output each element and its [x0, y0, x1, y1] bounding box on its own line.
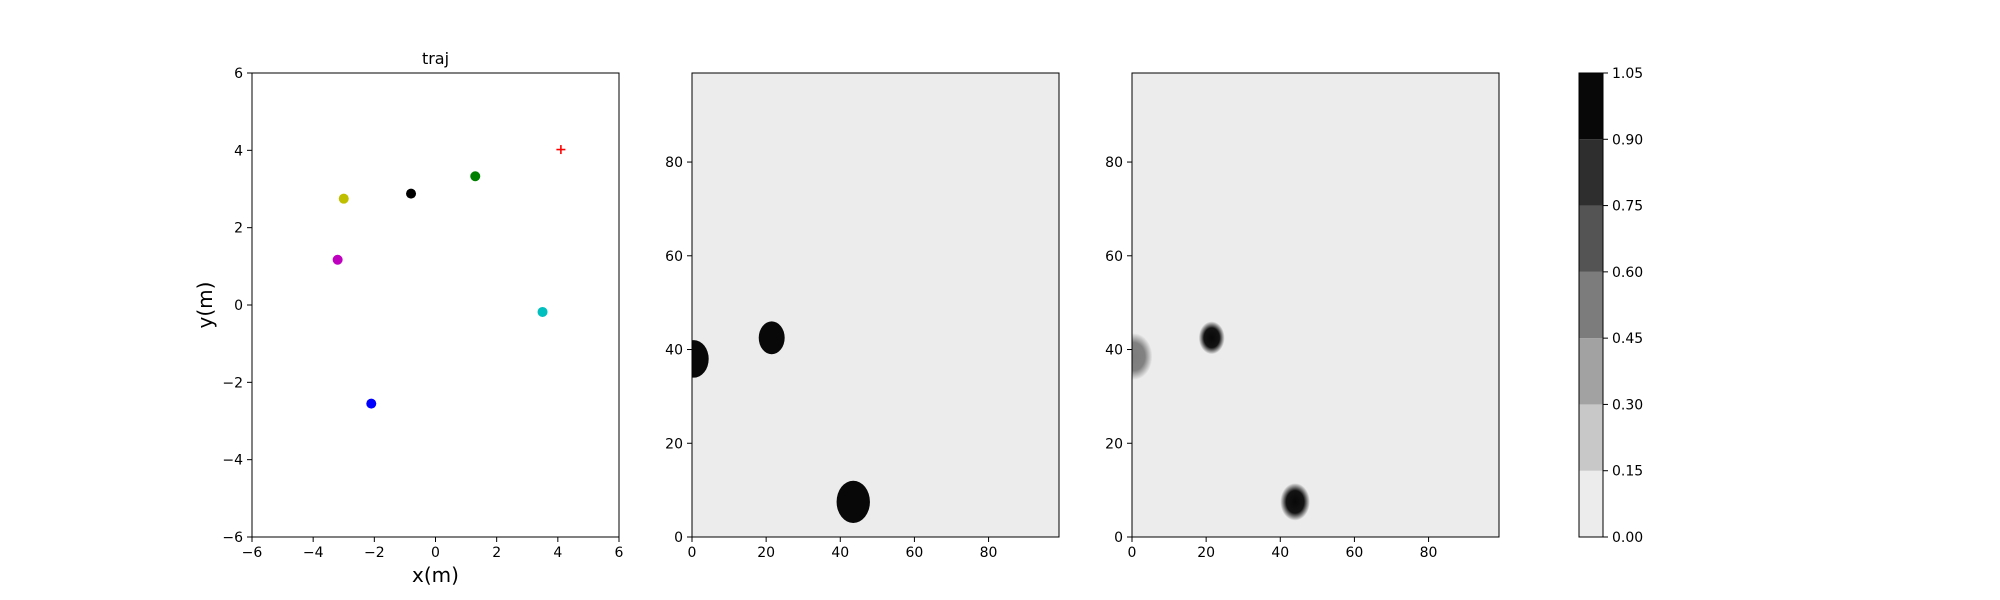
heatmap-panel-2: 0 20 40 60 80 0 20 40 60 80 [1105, 72, 1500, 561]
scatter-title: traj [422, 49, 449, 68]
colorbar-band [1579, 338, 1603, 405]
colorbar-band [1579, 470, 1603, 537]
heatmap-1-ytick-label: 0 [674, 530, 683, 546]
heatmap-1-xtick-label: 80 [980, 545, 998, 561]
scatter-xtick-label: 2 [492, 545, 501, 561]
colorbar-tick-label: 0.90 [1612, 132, 1643, 148]
colorbar-band [1579, 139, 1603, 206]
heatmap-1-xtick-label: 20 [757, 545, 775, 561]
scatter-xtick-label: 0 [431, 545, 440, 561]
heatmap-2-xtick-label: 60 [1346, 545, 1364, 561]
heatmap-2-xtick-label: 20 [1197, 545, 1215, 561]
colorbar-tick-label: 0.45 [1612, 331, 1643, 347]
heatmap-1-blobs [692, 321, 870, 523]
scatter-xtick-label: 6 [615, 545, 624, 561]
heatmap-2-ticks: 0 20 40 60 80 0 20 40 60 80 [1105, 155, 1437, 561]
scatter-point [537, 306, 548, 317]
heatmap-blob [1198, 321, 1225, 355]
scatter-ticks: −6 −4 −2 0 2 4 6 −6 −4 −2 0 2 4 6 [222, 66, 623, 561]
colorbar-tick-label: 0.15 [1612, 464, 1643, 480]
heatmap-2-blobs [1132, 321, 1310, 521]
scatter-points [332, 145, 566, 409]
heatmap-2-ytick-label: 0 [1114, 530, 1123, 546]
scatter-xlabel: x(m) [412, 563, 459, 587]
heatmap-2-ytick-label: 80 [1105, 155, 1123, 171]
heatmap-blob [692, 340, 709, 378]
scatter-ytick-label: 4 [234, 143, 243, 159]
heatmap-blob [1280, 483, 1310, 521]
scatter-ytick-label: 0 [234, 298, 243, 314]
scatter-xtick-label: −6 [242, 545, 263, 561]
scatter-point [332, 254, 343, 265]
colorbar-bands [1579, 73, 1603, 537]
colorbar-band [1579, 205, 1603, 272]
heatmap-1-ytick-label: 80 [665, 155, 683, 171]
heatmap-2-ytick-label: 60 [1105, 249, 1123, 265]
heatmap-1-background [692, 73, 1059, 537]
scatter-point [406, 188, 417, 199]
heatmap-2-frame [1131, 72, 1500, 538]
heatmap-1-frame [691, 72, 1060, 538]
scatter-xtick-label: 4 [553, 545, 562, 561]
heatmap-1-ytick-label: 40 [665, 343, 683, 359]
heatmap-2-ytick-label: 20 [1105, 436, 1123, 452]
colorbar-tick-label: 0.30 [1612, 397, 1643, 413]
heatmap-2-background [1132, 73, 1499, 537]
colorbar-tick-label: 0.00 [1612, 530, 1643, 546]
heatmap-blob [1132, 333, 1153, 380]
scatter-point-plus [556, 145, 566, 155]
heatmap-1-ytick-label: 20 [665, 436, 683, 452]
heatmap-2-xtick-label: 40 [1271, 545, 1289, 561]
scatter-frame [251, 72, 620, 538]
colorbar-ticks: 0.00 0.15 0.30 0.45 0.60 0.75 0.90 1.05 [1603, 66, 1643, 546]
heatmap-1-xtick-label: 60 [906, 545, 924, 561]
heatmap-1-ticks: 0 20 40 60 80 0 20 40 60 80 [665, 155, 997, 561]
colorbar-tick-label: 0.75 [1612, 199, 1643, 215]
heatmap-1-xtick-label: 0 [688, 545, 697, 561]
scatter-panel: traj −6 −4 −2 0 2 4 6 −6 −4 −2 0 2 4 6 x(m) y(m) [193, 49, 624, 587]
colorbar: 0.00 0.15 0.30 0.45 0.60 0.75 0.90 1.05 [1578, 66, 1643, 546]
colorbar-tick-label: 0.60 [1612, 265, 1643, 281]
scatter-ytick-label: 2 [234, 221, 243, 237]
heatmap-blob [836, 480, 870, 523]
scatter-xtick-label: −4 [303, 545, 324, 561]
colorbar-frame [1578, 72, 1604, 538]
scatter-point [338, 193, 349, 204]
scatter-ytick-label: −2 [222, 375, 243, 391]
heatmap-2-ytick-label: 40 [1105, 343, 1123, 359]
scatter-ytick-label: 6 [234, 66, 243, 82]
colorbar-band [1579, 73, 1603, 140]
heatmap-blob [758, 321, 785, 355]
heatmap-1-xtick-label: 40 [831, 545, 849, 561]
colorbar-tick-label: 1.05 [1612, 66, 1643, 82]
scatter-ytick-label: −4 [222, 453, 243, 469]
scatter-point [366, 398, 377, 409]
heatmap-1-ytick-label: 60 [665, 249, 683, 265]
scatter-ylabel: y(m) [193, 282, 217, 329]
colorbar-band [1579, 404, 1603, 471]
heatmap-2-xtick-label: 0 [1128, 545, 1137, 561]
heatmap-panel-1: 0 20 40 60 80 0 20 40 60 80 [665, 72, 1060, 561]
heatmap-2-xtick-label: 80 [1420, 545, 1438, 561]
scatter-point [470, 171, 481, 182]
scatter-xtick-label: −2 [364, 545, 385, 561]
scatter-ytick-label: −6 [222, 530, 243, 546]
colorbar-band [1579, 271, 1603, 339]
